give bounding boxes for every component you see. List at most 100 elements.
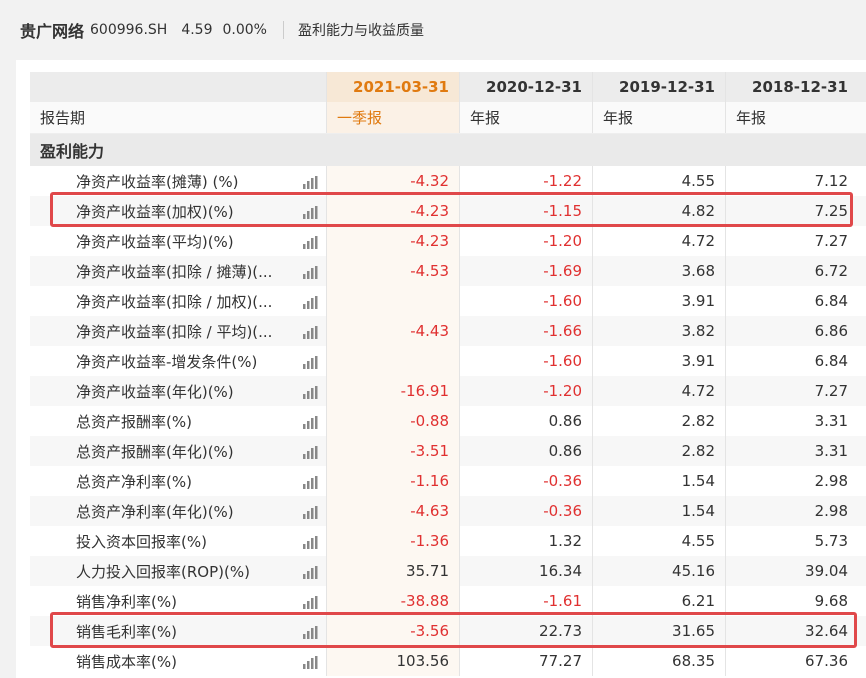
value-cell: 7.27 (725, 376, 866, 406)
group-cell (592, 134, 725, 166)
row-label-cell: 总资产报酬率(%) (30, 406, 326, 436)
value-cell: 2.82 (592, 406, 725, 436)
value-cell: 3.91 (592, 346, 725, 376)
value-cell: -4.53 (326, 256, 459, 286)
row-label: 净资产收益率(扣除 / 加权)(... (76, 292, 273, 311)
value-cell: -3.51 (326, 436, 459, 466)
date-header-label (30, 72, 326, 102)
table-row[interactable]: 销售成本率(%) 103.56 77.27 68.35 67.36 (30, 646, 866, 676)
bar-chart-icon[interactable] (302, 445, 318, 459)
stock-change: 0.00% (222, 22, 267, 38)
row-label-cell: 净资产收益率(平均)(%) (30, 226, 326, 256)
bar-chart-icon[interactable] (302, 535, 318, 549)
bar-chart-icon[interactable] (302, 175, 318, 189)
table-row[interactable]: 总资产净利率(%) -1.16 -0.36 1.54 2.98 (30, 466, 866, 496)
bar-chart-icon[interactable] (302, 655, 318, 669)
bar-chart-icon[interactable] (302, 595, 318, 609)
table-row[interactable]: 净资产收益率(扣除 / 平均)(... -4.43 -1.66 3.82 6.86 (30, 316, 866, 346)
table-row[interactable]: 销售净利率(%) -38.88 -1.61 6.21 9.68 (30, 586, 866, 616)
group-row-profitability: 盈利能力 (30, 134, 866, 166)
date-header-row: 2021-03-31 2020-12-31 2019-12-31 2018-12… (30, 72, 866, 102)
table-row[interactable]: 人力投入回报率(ROP)(%) 35.71 16.34 45.16 39.04 (30, 556, 866, 586)
table-row[interactable]: 净资产收益率(摊薄) (%) -4.32 -1.22 4.55 7.12 (30, 166, 866, 196)
section-title: 盈利能力与收益质量 (297, 23, 424, 39)
value-cell: 4.55 (592, 526, 725, 556)
row-label: 净资产收益率(平均)(%) (76, 232, 234, 251)
value-cell: 35.71 (326, 556, 459, 586)
date-header-cell[interactable]: 2018-12-31 (725, 72, 866, 102)
bar-chart-icon[interactable] (302, 385, 318, 399)
table-row[interactable]: 净资产收益率(扣除 / 加权)(... -1.60 3.91 6.84 (30, 286, 866, 316)
group-cell (459, 134, 592, 166)
value-cell: -4.43 (326, 316, 459, 346)
table-row[interactable]: 净资产收益率(扣除 / 摊薄)(... -4.53 -1.69 3.68 6.72 (30, 256, 866, 286)
bar-chart-icon[interactable] (302, 205, 318, 219)
date-header-cell[interactable]: 2020-12-31 (459, 72, 592, 102)
row-label: 净资产收益率(摊薄) (%) (76, 172, 239, 191)
bar-chart-icon[interactable] (302, 355, 318, 369)
bar-chart-icon[interactable] (302, 265, 318, 279)
table-row[interactable]: 净资产收益率-增发条件(%) -1.60 3.91 6.84 (30, 346, 866, 376)
row-label-cell: 总资产净利率(年化)(%) (30, 496, 326, 526)
bar-chart-icon[interactable] (302, 565, 318, 579)
row-label-cell: 净资产收益率(加权)(%) (30, 196, 326, 226)
table-row[interactable]: 净资产收益率(平均)(%) -4.23 -1.20 4.72 7.27 (30, 226, 866, 256)
value-cell: 1.54 (592, 496, 725, 526)
value-cell: 4.72 (592, 376, 725, 406)
period-cell: 年报 (725, 102, 866, 133)
value-cell: 7.25 (725, 196, 866, 226)
value-cell: -1.20 (459, 376, 592, 406)
value-cell: 9.68 (725, 586, 866, 616)
value-cell: 7.27 (725, 226, 866, 256)
row-label: 净资产收益率-增发条件(%) (76, 352, 258, 371)
table-row[interactable]: 总资产报酬率(年化)(%) -3.51 0.86 2.82 3.31 (30, 436, 866, 466)
value-cell: 22.73 (459, 616, 592, 646)
value-cell: 39.04 (725, 556, 866, 586)
value-cell: -1.69 (459, 256, 592, 286)
bar-chart-icon[interactable] (302, 475, 318, 489)
bar-chart-icon[interactable] (302, 235, 318, 249)
value-cell: -0.36 (459, 496, 592, 526)
table-row[interactable]: 总资产净利率(年化)(%) -4.63 -0.36 1.54 2.98 (30, 496, 866, 526)
data-rows: 净资产收益率(摊薄) (%) -4.32 -1.22 4.55 7.12 净资产收益率(加… (30, 166, 866, 676)
value-cell: 3.68 (592, 256, 725, 286)
bar-chart-icon[interactable] (302, 505, 318, 519)
date-header-cell[interactable]: 2021-03-31 (326, 72, 459, 102)
table-row[interactable]: 投入资本回报率(%) -1.36 1.32 4.55 5.73 (30, 526, 866, 556)
date-header-cell[interactable]: 2019-12-31 (592, 72, 725, 102)
value-cell: -4.63 (326, 496, 459, 526)
stock-name[interactable]: 贵广网络 (20, 22, 85, 41)
value-cell: -1.61 (459, 586, 592, 616)
row-label: 人力投入回报率(ROP)(%) (76, 562, 250, 581)
row-label: 销售成本率(%) (76, 652, 177, 671)
row-label-cell: 销售成本率(%) (30, 646, 326, 676)
value-cell: 2.98 (725, 496, 866, 526)
bar-chart-icon[interactable] (302, 415, 318, 429)
bar-chart-icon[interactable] (302, 295, 318, 309)
row-label-cell: 总资产净利率(%) (30, 466, 326, 496)
value-cell: 2.82 (592, 436, 725, 466)
value-cell: 1.32 (459, 526, 592, 556)
table-row[interactable]: 净资产收益率(加权)(%) -4.23 -1.15 4.82 7.25 (30, 196, 866, 226)
bar-chart-icon[interactable] (302, 625, 318, 639)
value-cell: 3.31 (725, 406, 866, 436)
value-cell: 4.72 (592, 226, 725, 256)
value-cell: -1.22 (459, 166, 592, 196)
value-cell: 103.56 (326, 646, 459, 676)
value-cell: -1.20 (459, 226, 592, 256)
row-label: 总资产报酬率(%) (76, 412, 192, 431)
table-row[interactable]: 销售毛利率(%) -3.56 22.73 31.65 32.64 (30, 616, 866, 646)
row-label-cell: 净资产收益率(扣除 / 平均)(... (30, 316, 326, 346)
bar-chart-icon[interactable] (302, 325, 318, 339)
row-label: 净资产收益率(扣除 / 平均)(... (76, 322, 273, 341)
value-cell: 6.86 (725, 316, 866, 346)
table-row[interactable]: 总资产报酬率(%) -0.88 0.86 2.82 3.31 (30, 406, 866, 436)
value-cell: 3.82 (592, 316, 725, 346)
table-row[interactable]: 净资产收益率(年化)(%) -16.91 -1.20 4.72 7.27 (30, 376, 866, 406)
value-cell: 5.73 (725, 526, 866, 556)
period-cell: 年报 (459, 102, 592, 133)
value-cell: -1.66 (459, 316, 592, 346)
row-label: 净资产收益率(加权)(%) (76, 202, 234, 221)
value-cell: -1.60 (459, 286, 592, 316)
period-label: 报告期 (40, 109, 86, 127)
